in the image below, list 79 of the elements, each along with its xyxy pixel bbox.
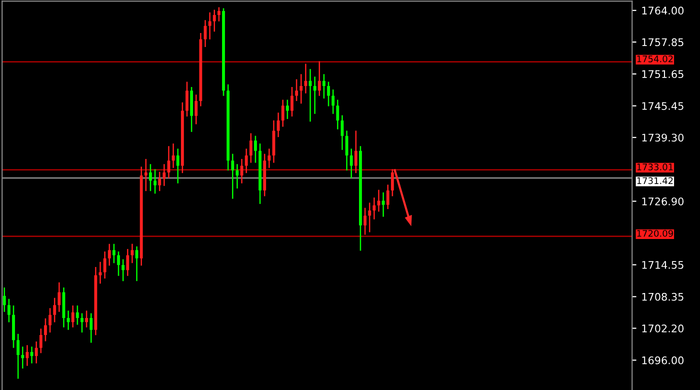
ref-line-label: 1733.01: [637, 164, 673, 170]
candlestick: [85, 310, 88, 328]
ref-line-label: 1731.42: [637, 177, 673, 184]
candlestick: [364, 208, 366, 235]
candlestick: [71, 306, 74, 328]
candlestick: [90, 313, 93, 343]
candlestick: [58, 282, 61, 312]
candlestick: [122, 259, 125, 282]
candlestick: [26, 345, 29, 366]
candlestick: [249, 133, 252, 163]
candlestick: [103, 252, 106, 278]
candlestick: [281, 100, 284, 127]
candlestick: [2, 288, 6, 312]
candlestick: [318, 61, 321, 96]
candlestick: [162, 164, 166, 186]
ref-line-label: 1720.09: [637, 230, 673, 237]
candlestick: [286, 100, 289, 120]
candlestick: [21, 346, 24, 369]
candlestick: [295, 79, 298, 102]
candlestick: [372, 198, 376, 220]
candlestick: [276, 112, 280, 138]
candlestick: [117, 252, 120, 276]
candlestick: [158, 172, 162, 192]
y-tick-label: 1708.35: [642, 292, 684, 301]
candlestick: [336, 100, 340, 130]
candlestick: [244, 148, 248, 174]
candlestick: [7, 298, 10, 322]
y-tick-label: 1764.00: [642, 6, 684, 15]
candlestick: [377, 190, 380, 212]
candlestick: [350, 148, 353, 178]
candlestick: [194, 94, 198, 124]
candlestick: [217, 7, 220, 22]
candlestick: [112, 244, 116, 264]
candlestick: [208, 12, 212, 40]
candlestick: [172, 144, 175, 168]
candlestick: [332, 90, 335, 114]
candlestick: [322, 74, 326, 98]
candlestick: [254, 136, 257, 163]
y-tick-label: 1751.65: [642, 70, 684, 78]
candlestick: [126, 248, 130, 276]
candlestick: [176, 148, 180, 184]
candlestick: [300, 74, 303, 104]
candlestick: [48, 308, 52, 333]
y-tick-label: 1757.85: [642, 38, 684, 46]
candlestick: [327, 82, 330, 106]
y-tick-label: 1696.00: [642, 356, 684, 364]
y-tick-label: 1745.45: [642, 102, 684, 110]
candlestick: [149, 164, 152, 192]
ref-line-label: 1754.02: [637, 55, 673, 62]
candlestick: [53, 298, 56, 322]
candlestick: [44, 318, 47, 342]
y-tick-label: 1739.30: [642, 134, 684, 142]
candlestick: [154, 169, 156, 194]
candlestick: [382, 192, 385, 217]
candlestick: [386, 184, 390, 210]
candlestick: [34, 342, 38, 364]
y-tick-label: 1702.20: [642, 324, 684, 332]
candlestick: [368, 202, 372, 232]
candlestick: [16, 334, 20, 379]
candlestick: [66, 310, 70, 330]
candlestick: [290, 86, 294, 116]
candlestick: [340, 115, 344, 150]
candlestick: [98, 262, 102, 284]
candlestick: [304, 64, 308, 94]
candlestick: [268, 148, 271, 168]
candlestick: [212, 10, 216, 32]
candlestick: [313, 76, 316, 114]
candlestick: [236, 164, 239, 188]
y-tick-label: 1726.90: [642, 197, 684, 206]
candlestick: [144, 158, 148, 192]
candlestick: [108, 244, 111, 266]
candlestick: [130, 244, 134, 264]
candlestick: [354, 130, 358, 174]
candlestick: [80, 313, 84, 333]
candlestick: [76, 306, 79, 325]
candlestick: [231, 154, 234, 199]
candlestick: [39, 328, 42, 354]
y-tick-label: 1714.55: [642, 261, 684, 269]
candlestick: [186, 82, 188, 116]
